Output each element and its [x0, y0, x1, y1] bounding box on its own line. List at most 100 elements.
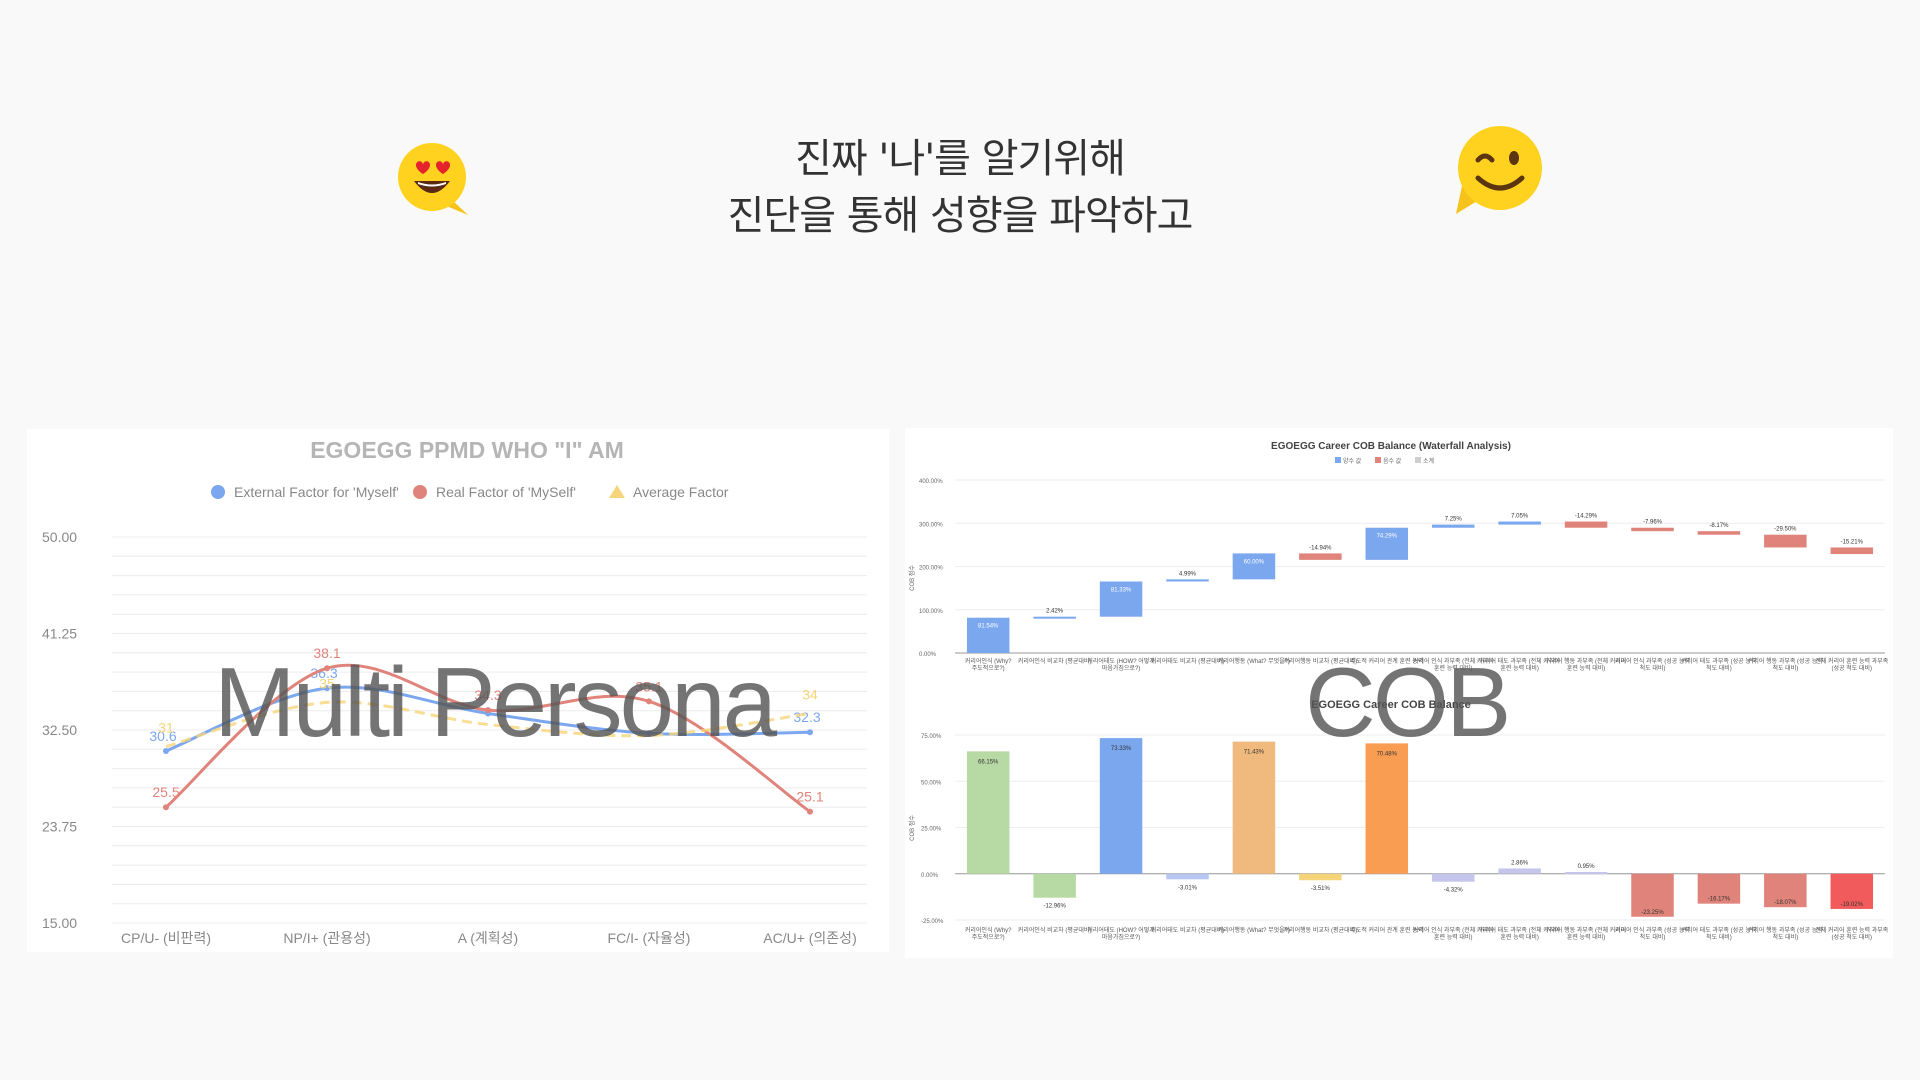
bar-value-label: 2.86%: [1511, 860, 1529, 866]
legend-marker: [413, 485, 427, 499]
x-tick-label: 커리어태도 비교차 (평균대비): [1151, 926, 1225, 934]
data-label: 30.6: [149, 728, 176, 744]
x-tick-label: 커리어인식 (Why? 주도적으로?): [965, 657, 1012, 672]
bar-value-label: -12.96%: [1043, 904, 1066, 910]
wink-emoji-icon: [1456, 126, 1542, 214]
x-tick-label: 커리어태도 (HOW? 어떻게 마음가짐으로?): [1087, 657, 1155, 672]
data-label: 38.1: [313, 645, 340, 661]
x-tick-label: 커리어 행동 과부족 (전체 커리어 훈련 능력 대비): [1546, 926, 1626, 941]
y-tick-label: 300.00%: [919, 522, 943, 528]
chart-title: EGOEGG PPMD WHO "I" AM: [310, 437, 624, 463]
cob-charts-panel: EGOEGG Career COB Balance (Waterfall Ana…: [905, 428, 1893, 958]
multi-persona-overlay-text: Multi Persona: [214, 647, 777, 757]
y-tick-label: 100.00%: [919, 609, 943, 615]
balance-bar: [966, 751, 1010, 874]
x-tick-label: 커리어 인식 과부족 (성공 능력 척도 대비): [1615, 657, 1690, 672]
waterfall-bar: [1697, 531, 1741, 535]
y-tick-label: 400.00%: [919, 479, 943, 485]
data-point: [324, 665, 330, 672]
waterfall-bar: [1830, 547, 1874, 555]
balance-bar: [1365, 743, 1409, 874]
bar-value-label: -15.21%: [1841, 539, 1864, 545]
bar-value-label: 81.33%: [1111, 588, 1132, 594]
cob-waterfall-chart: EGOEGG Career COB Balance (Waterfall Ana…: [909, 441, 1889, 672]
balance-bar: [1033, 873, 1076, 898]
y-tick-label: 25.00%: [921, 827, 942, 833]
legend-label: Real Factor of 'MySelf': [436, 484, 576, 500]
legend-marker: [1415, 457, 1421, 463]
y-tick-label: 50.00: [42, 529, 77, 545]
legend-label: 소계: [1423, 457, 1434, 465]
bar-value-label: -7.96%: [1643, 520, 1663, 526]
x-tick-label: 커리어 인식 과부족 (전체 커리어 훈련 능력 대비): [1413, 926, 1493, 941]
balance-bar: [1099, 738, 1143, 874]
x-tick-label: 커리어행동 (What? 무엇을?): [1218, 926, 1290, 934]
x-tick-label: 커리어 태도 과부족 (성공 능력 척도 대비): [1681, 657, 1756, 672]
bar-value-label: 81.54%: [978, 624, 999, 630]
data-point: [646, 730, 652, 737]
balance-bar: [1232, 741, 1276, 874]
data-label: 36.3: [310, 665, 337, 681]
y-tick-label: 50.00%: [921, 780, 942, 786]
data-label: 34.3: [474, 687, 501, 703]
data-label: 32.3: [793, 709, 820, 725]
y-tick-label: 0.00%: [919, 652, 937, 658]
y-tick-label: 23.75: [42, 819, 77, 835]
waterfall-bar: [1033, 616, 1076, 619]
y-tick-label: 75.00%: [921, 734, 942, 740]
legend-item: External Factor for 'Myself': [211, 484, 399, 500]
waterfall-bar: [1631, 527, 1674, 532]
waterfall-bar: [1498, 521, 1541, 525]
waterfall-bar: [1564, 521, 1608, 528]
bar-value-label: 60.00%: [1244, 559, 1265, 565]
x-tick-label: 커리어 인식 과부족 (성공 능력 척도 대비): [1615, 926, 1690, 941]
legend-item: 음수 값: [1375, 457, 1402, 465]
waterfall-bar: [966, 617, 1010, 653]
legend-item: Average Factor: [609, 484, 729, 500]
data-point: [163, 747, 169, 754]
x-tick-label: FC/I- (자율성): [608, 930, 691, 946]
y-tick-label: 200.00%: [919, 566, 943, 572]
x-tick-label: 커리어태도 비교차 (평균대비): [1151, 657, 1225, 665]
legend-marker: [1335, 457, 1341, 463]
y-axis-label: COB 점수: [909, 815, 916, 841]
x-tick-label: 커리어 행동 과부족 (전체 커리어 훈련 능력 대비): [1546, 657, 1626, 672]
bar-value-label: -19.02%: [1841, 902, 1864, 908]
balance-bar: [1830, 873, 1874, 909]
data-point: [163, 804, 169, 811]
bar-value-label: 0.95%: [1578, 864, 1596, 870]
y-tick-label: 15.00: [42, 915, 77, 931]
data-label: 34: [802, 686, 818, 702]
waterfall-bar: [1365, 527, 1409, 560]
series-line: [165, 700, 811, 748]
balance-bar: [1697, 873, 1741, 904]
bar-value-label: -3.01%: [1178, 885, 1198, 891]
legend-item: 양수 값: [1335, 457, 1362, 465]
bar-value-label: -23.25%: [1641, 910, 1664, 916]
x-tick-label: 커리어 행동 과부족 (성공 능력 척도 대비): [1748, 926, 1823, 941]
x-tick-label: 커리어 인식 과부족 (전체 커리어 훈련 능력 대비): [1413, 657, 1493, 672]
legend-label: External Factor for 'Myself': [234, 484, 399, 500]
legend-marker: [609, 485, 625, 498]
data-label: 31: [158, 720, 174, 736]
bar-value-label: -3.51%: [1311, 886, 1331, 892]
bar-value-label: 4.99%: [1179, 571, 1197, 577]
bar-value-label: -18.07%: [1774, 900, 1797, 906]
y-tick-label: 32.50: [42, 722, 77, 738]
headline-line-1: 진짜 '나'를 알기위해: [795, 136, 1126, 182]
data-point: [324, 685, 330, 692]
x-tick-label: 커리어 태도 과부족 (전체 커리어 훈련 능력 대비): [1479, 926, 1559, 941]
legend-item: Real Factor of 'MySelf': [413, 484, 576, 500]
headline-line-2: 진단을 통해 성향을 파악하고: [727, 193, 1194, 239]
data-label: 25.5: [152, 784, 179, 800]
legend-label: 양수 값: [1343, 457, 1362, 465]
balance-bar: [1431, 873, 1475, 882]
ppmd-line-chart: EGOEGG PPMD WHO "I" AM External Factor fo…: [42, 437, 867, 946]
legend-marker: [1375, 457, 1381, 463]
x-tick-label: NP/I+ (관용성): [283, 930, 370, 946]
bar-value-label: -14.94%: [1309, 545, 1332, 551]
multi-persona-chart-panel: EGOEGG PPMD WHO "I" AM External Factor fo…: [27, 429, 889, 952]
waterfall-bar: [1764, 534, 1807, 548]
heart-eyes-emoji-icon: [398, 143, 468, 215]
bar-value-label: 7.25%: [1445, 517, 1463, 523]
